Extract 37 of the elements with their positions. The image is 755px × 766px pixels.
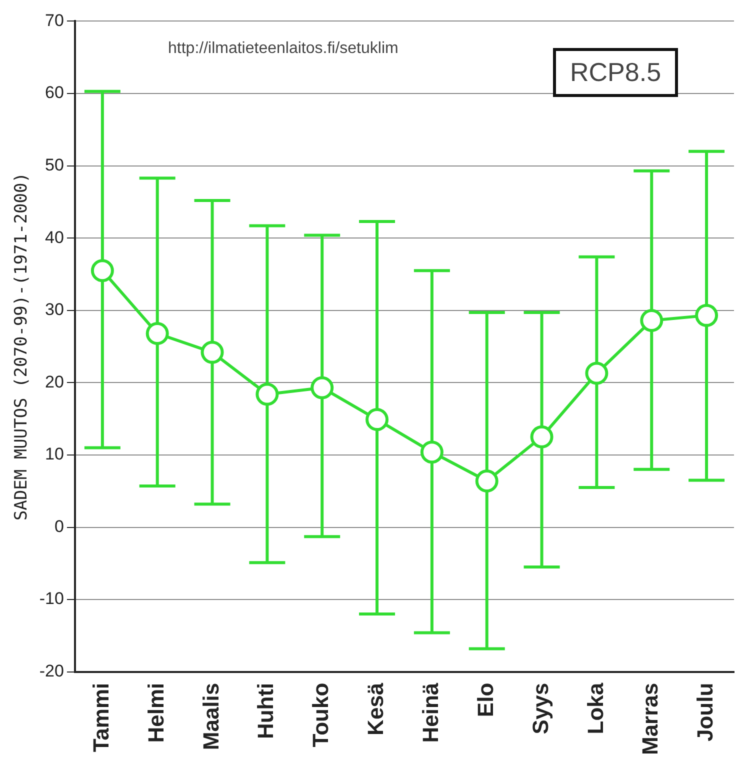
annotation: http://ilmatieteenlaitos.fi/setuklim [168,40,398,58]
annotation: RCP8.5 [553,48,678,97]
x-tick-label: Maalis [198,682,224,750]
x-tick-label: Syys [528,682,553,734]
point [420,440,444,464]
point [146,322,169,346]
point [90,259,114,282]
x-tick-label: Marras [638,682,663,755]
x-tick-label: Loka [582,682,608,734]
point [475,469,498,492]
point [200,340,224,364]
point [310,376,334,400]
point [640,308,664,332]
y-tick-label: -20 [39,662,64,681]
y-tick-label: 0 [54,516,64,536]
y-tick-label: -10 [39,589,64,608]
x-tick-label: Joulu [692,682,718,742]
point [256,382,279,406]
x-tick-label: Heinä [418,682,444,743]
point [530,425,554,448]
y-tick-label: 70 [45,10,64,30]
y-tick-label: 60 [45,83,64,102]
x-tick-label: Kesä [363,682,388,736]
x-tick-label: Touko [308,682,334,748]
x-tick-label: Helmi [143,682,168,743]
point [585,362,608,385]
y-tick-label: 20 [45,372,64,392]
y-axis-title: SADEM MUUTOS (2070-99)-(1971-2000) [12,172,32,521]
y-tick-label: 50 [45,155,64,174]
x-tick-label: Elo [472,682,498,718]
y-tick-label: 10 [45,444,64,464]
x-tick-label: Tammi [88,682,114,752]
y-tick-label: 40 [45,228,64,247]
y-tick-label: 30 [45,300,64,320]
x-tick-label: Huhti [253,682,278,740]
point [695,304,718,327]
point [366,408,389,432]
